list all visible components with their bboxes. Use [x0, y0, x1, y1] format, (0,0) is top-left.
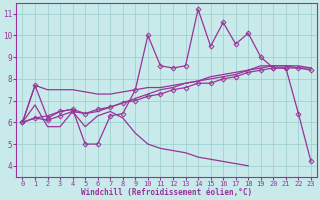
- X-axis label: Windchill (Refroidissement éolien,°C): Windchill (Refroidissement éolien,°C): [81, 188, 252, 197]
